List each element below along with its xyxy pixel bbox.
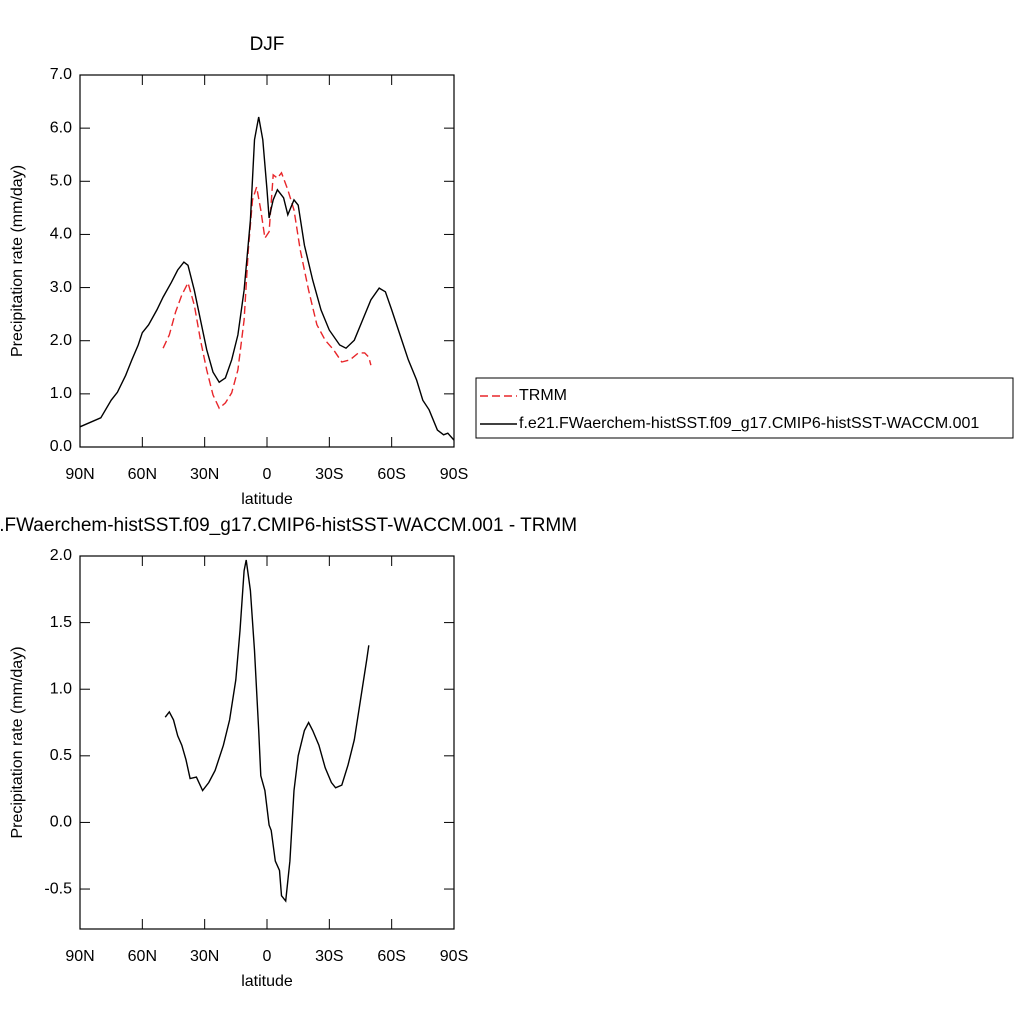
x-tick-label: 60N (128, 948, 157, 965)
x-axis-label: latitude (241, 491, 293, 508)
x-tick-label: 90N (65, 948, 94, 965)
x-tick-label: 60S (377, 466, 405, 483)
x-tick-label: 90N (65, 466, 94, 483)
y-tick-label: 2.0 (50, 547, 72, 564)
y-tick-label: 1.0 (50, 385, 72, 402)
x-tick-label: 90S (440, 466, 468, 483)
y-tick-label: 0.0 (50, 438, 72, 455)
plot-frame (79, 555, 455, 930)
chart-title: DJF (250, 34, 285, 55)
y-tick-label: 1.0 (50, 680, 72, 697)
data-line (162, 171, 372, 410)
y-tick-label: 3.0 (50, 279, 72, 296)
y-tick-label: 7.0 (50, 66, 72, 83)
y-tick-label: 0.5 (50, 747, 72, 764)
y-axis-label: Precipitation rate (mm/day) (9, 646, 26, 838)
x-tick-label: 30S (315, 948, 343, 965)
plot-frame (79, 74, 455, 448)
y-tick-label: 1.5 (50, 614, 72, 631)
x-tick-label: 30N (190, 948, 219, 965)
x-tick-label: 30N (190, 466, 219, 483)
y-tick-label: 4.0 (50, 226, 72, 243)
x-axis-label: latitude (241, 973, 293, 990)
y-tick-label: 2.0 (50, 332, 72, 349)
legend-label: f.e21.FWaerchem-histSST.f09_g17.CMIP6-hi… (519, 415, 979, 432)
y-tick-label: 5.0 (50, 173, 72, 190)
x-tick-label: 0 (263, 948, 272, 965)
legend-box (475, 377, 1014, 439)
chart-title: f.e21.FWaerchem-histSST.f09_g17.CMIP6-hi… (0, 515, 577, 536)
data-line (79, 116, 455, 441)
y-tick-label: 6.0 (50, 119, 72, 136)
legend-label: TRMM (519, 387, 567, 404)
x-tick-label: 60N (128, 466, 157, 483)
x-tick-label: 0 (263, 466, 272, 483)
y-tick-label: -0.5 (44, 880, 72, 897)
x-tick-label: 90S (440, 948, 468, 965)
y-tick-label: 0.0 (50, 814, 72, 831)
x-tick-label: 60S (377, 948, 405, 965)
y-axis-label: Precipitation rate (mm/day) (9, 165, 26, 357)
x-tick-label: 30S (315, 466, 343, 483)
data-line (164, 559, 370, 903)
